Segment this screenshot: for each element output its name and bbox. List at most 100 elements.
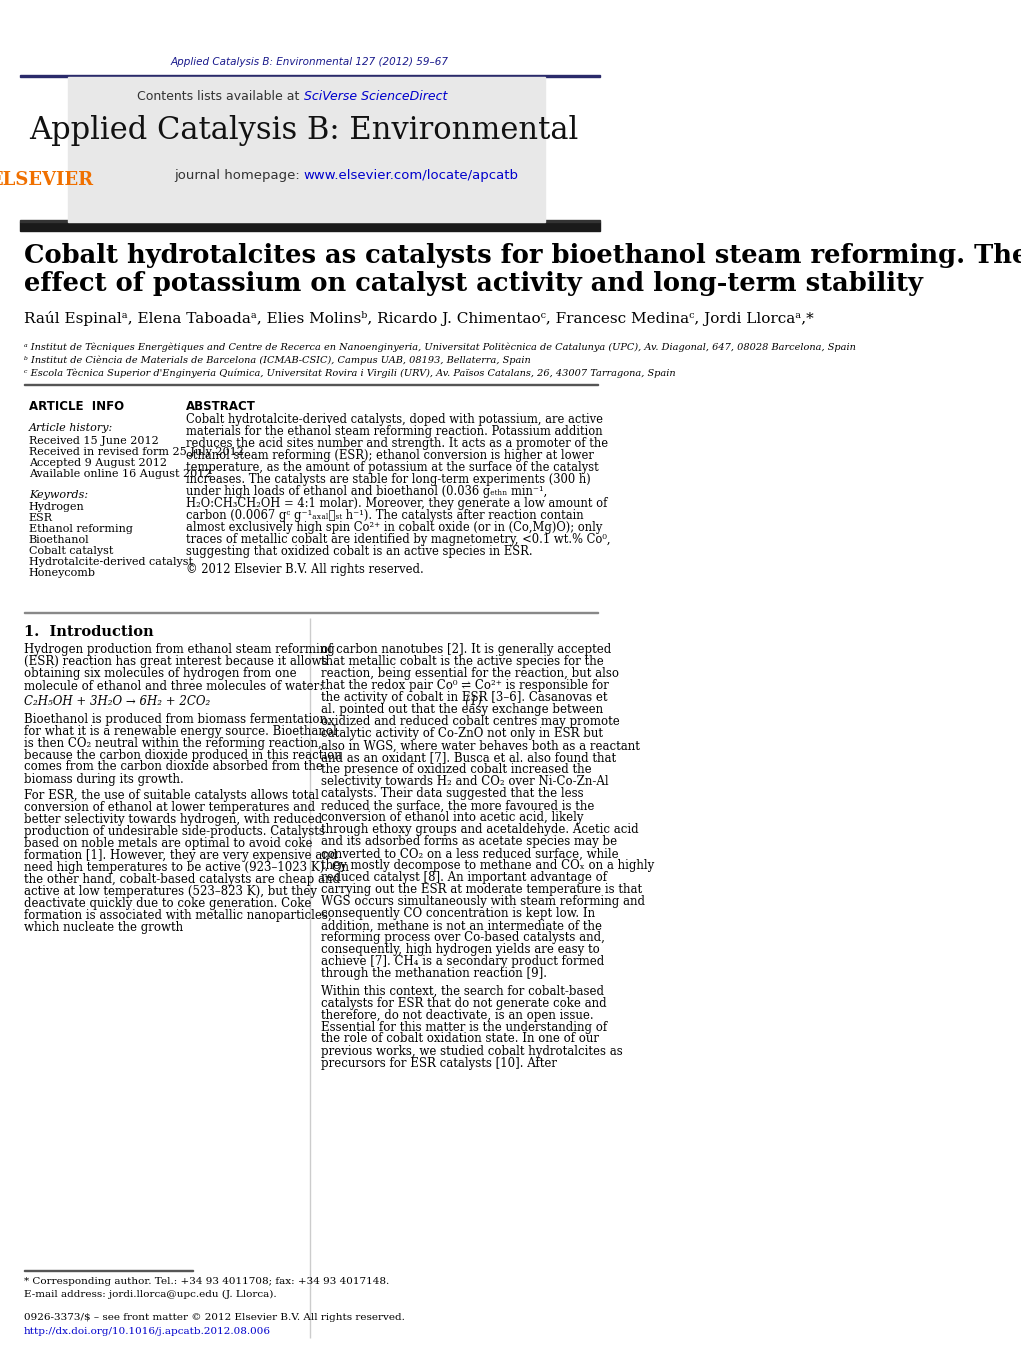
Text: Bioethanol is produced from biomass fermentation,: Bioethanol is produced from biomass ferm… [25,712,331,725]
Text: reaction, being essential for the reaction, but also: reaction, being essential for the reacti… [321,667,619,681]
Text: Raúl Espinalᵃ, Elena Taboadaᵃ, Elies Molinsᵇ, Ricardo J. Chimentaoᶜ, Francesc Me: Raúl Espinalᵃ, Elena Taboadaᵃ, Elies Mol… [25,311,814,326]
Text: carbon (0.0067 gᶜ g⁻¹ₐₓₐₗ₞ₛₜ h⁻¹). The catalysts after reaction contain: carbon (0.0067 gᶜ g⁻¹ₐₓₐₗ₞ₛₜ h⁻¹). The c… [186,509,584,523]
Text: the other hand, cobalt-based catalysts are cheap and: the other hand, cobalt-based catalysts a… [25,874,340,886]
Text: Cobalt catalyst: Cobalt catalyst [29,546,113,557]
Text: Applied Catalysis B: Environmental: Applied Catalysis B: Environmental [30,115,579,146]
Bar [19,222,600,231]
Text: Honeycomb: Honeycomb [29,567,96,578]
Text: reduces the acid sites number and strength. It acts as a promoter of the: reduces the acid sites number and streng… [186,438,609,450]
Text: catalysts for ESR that do not generate coke and: catalysts for ESR that do not generate c… [321,997,606,1009]
Text: Received 15 June 2012: Received 15 June 2012 [29,436,158,446]
Text: ABSTRACT: ABSTRACT [186,400,256,412]
Text: for what it is a renewable energy source. Bioethanol: for what it is a renewable energy source… [25,724,337,738]
Text: Applied Catalysis B: Environmental 127 (2012) 59–67: Applied Catalysis B: Environmental 127 (… [171,57,449,68]
Text: Hydrogen production from ethanol steam reforming: Hydrogen production from ethanol steam r… [25,643,335,657]
Text: the role of cobalt oxidation state. In one of our: the role of cobalt oxidation state. In o… [321,1032,598,1046]
Text: Available online 16 August 2012: Available online 16 August 2012 [29,469,211,480]
Text: need high temperatures to be active (923–1023 K). On: need high temperatures to be active (923… [25,862,349,874]
Text: conversion of ethanol into acetic acid, likely: conversion of ethanol into acetic acid, … [321,812,583,824]
Text: they mostly decompose to methane and COₓ on a highly: they mostly decompose to methane and COₓ… [321,859,654,873]
Text: For ESR, the use of suitable catalysts allows total: For ESR, the use of suitable catalysts a… [25,789,319,802]
Text: also in WGS, where water behaves both as a reactant: also in WGS, where water behaves both as… [321,739,639,753]
Text: molecule of ethanol and three molecules of water:: molecule of ethanol and three molecules … [25,680,324,693]
Text: consequently, high hydrogen yields are easy to: consequently, high hydrogen yields are e… [321,943,599,957]
Text: Contents lists available at: Contents lists available at [138,89,304,103]
Text: ethanol steam reforming (ESR); ethanol conversion is higher at lower: ethanol steam reforming (ESR); ethanol c… [186,450,594,462]
Text: Article history:: Article history: [29,423,113,434]
Text: Essential for this matter is the understanding of: Essential for this matter is the underst… [321,1020,606,1034]
Text: (ESR) reaction has great interest because it allows: (ESR) reaction has great interest becaus… [25,655,328,669]
Text: Hydrogen: Hydrogen [29,503,85,512]
Text: Within this context, the search for cobalt-based: Within this context, the search for coba… [321,985,603,997]
Text: Bioethanol: Bioethanol [29,535,90,544]
Text: reduced catalyst [8]. An important advantage of: reduced catalyst [8]. An important advan… [321,871,606,885]
Text: Keywords:: Keywords: [29,490,88,500]
Text: through ethoxy groups and acetaldehyde. Acetic acid: through ethoxy groups and acetaldehyde. … [321,824,638,836]
Text: almost exclusively high spin Co²⁺ in cobalt oxide (or in (Co,Mg)O); only: almost exclusively high spin Co²⁺ in cob… [186,521,602,535]
Text: better selectivity towards hydrogen, with reduced: better selectivity towards hydrogen, wit… [25,813,323,827]
Text: the activity of cobalt in ESR [3–6]. Casanovas et: the activity of cobalt in ESR [3–6]. Cas… [321,692,607,704]
Text: and as an oxidant [7]. Busca et al. also found that: and as an oxidant [7]. Busca et al. also… [321,751,616,765]
Text: * Corresponding author. Tel.: +34 93 4011708; fax: +34 93 4017148.: * Corresponding author. Tel.: +34 93 401… [25,1278,389,1286]
Text: consequently CO concentration is kept low. In: consequently CO concentration is kept lo… [321,908,595,920]
Text: deactivate quickly due to coke generation. Coke: deactivate quickly due to coke generatio… [25,897,311,911]
Text: ᶜ Escola Tècnica Superior d'Enginyeria Química, Universitat Rovira i Virgili (UR: ᶜ Escola Tècnica Superior d'Enginyeria Q… [25,369,676,378]
Text: addition, methane is not an intermediate of the: addition, methane is not an intermediate… [321,920,601,932]
Text: formation is associated with metallic nanoparticles,: formation is associated with metallic na… [25,909,332,923]
Text: traces of metallic cobalt are identified by magnetometry, <0.1 wt.% Co⁰,: traces of metallic cobalt are identified… [186,534,611,547]
Text: C₂H₅OH + 3H₂O → 6H₂ + 2CO₂                                                      : C₂H₅OH + 3H₂O → 6H₂ + 2CO₂ [25,694,482,708]
Text: of carbon nanotubes [2]. It is generally accepted: of carbon nanotubes [2]. It is generally… [321,643,611,657]
Text: Ethanol reforming: Ethanol reforming [29,524,133,534]
Text: http://dx.doi.org/10.1016/j.apcatb.2012.08.006: http://dx.doi.org/10.1016/j.apcatb.2012.… [25,1328,271,1336]
Text: catalysts. Their data suggested that the less: catalysts. Their data suggested that the… [321,788,583,801]
Text: journal homepage:: journal homepage: [174,169,304,181]
Text: formation [1]. However, they are very expensive and: formation [1]. However, they are very ex… [25,850,337,862]
Text: which nucleate the growth: which nucleate the growth [25,921,183,935]
Text: carrying out the ESR at moderate temperature is that: carrying out the ESR at moderate tempera… [321,884,642,897]
Bar [19,220,600,222]
Text: effect of potassium on catalyst activity and long-term stability: effect of potassium on catalyst activity… [25,270,923,296]
Text: ARTICLE  INFO: ARTICLE INFO [29,400,124,412]
Text: SciVerse ScienceDirect: SciVerse ScienceDirect [304,89,447,103]
Text: 0926-3373/$ – see front matter © 2012 Elsevier B.V. All rights reserved.: 0926-3373/$ – see front matter © 2012 El… [25,1313,405,1323]
Text: under high loads of ethanol and bioethanol (0.036 gₑₜₕₙ min⁻¹,: under high loads of ethanol and bioethan… [186,485,547,499]
Text: reforming process over Co-based catalysts and,: reforming process over Co-based catalyst… [321,931,604,944]
Text: ᵃ Institut de Tècniques Energètiques and Centre de Recerca en Nanoenginyeria, Un: ᵃ Institut de Tècniques Energètiques and… [25,342,856,351]
Text: Accepted 9 August 2012: Accepted 9 August 2012 [29,458,166,467]
Text: because the carbon dioxide produced in this reaction: because the carbon dioxide produced in t… [25,748,342,762]
Text: that the redox pair Co⁰ ⇌ Co²⁺ is responsible for: that the redox pair Co⁰ ⇌ Co²⁺ is respon… [321,680,609,693]
Bar [19,76,600,77]
Text: Hydrotalcite-derived catalyst: Hydrotalcite-derived catalyst [29,557,193,567]
Text: increases. The catalysts are stable for long-term experiments (300 h): increases. The catalysts are stable for … [186,473,591,486]
Text: conversion of ethanol at lower temperatures and: conversion of ethanol at lower temperatu… [25,801,315,815]
Text: previous works, we studied cobalt hydrotalcites as: previous works, we studied cobalt hydrot… [321,1044,623,1058]
Text: precursors for ESR catalysts [10]. After: precursors for ESR catalysts [10]. After [321,1056,556,1070]
Text: achieve [7]. CH₄ is a secondary product formed: achieve [7]. CH₄ is a secondary product … [321,955,604,969]
Text: based on noble metals are optimal to avoid coke: based on noble metals are optimal to avo… [25,838,312,851]
Text: www.elsevier.com/locate/apcatb: www.elsevier.com/locate/apcatb [304,169,519,181]
Text: E-mail address: jordi.llorca@upc.edu (J. Llorca).: E-mail address: jordi.llorca@upc.edu (J.… [25,1289,277,1298]
Text: is then CO₂ neutral within the reforming reaction,: is then CO₂ neutral within the reforming… [25,736,322,750]
Text: Received in revised form 25 July 2012: Received in revised form 25 July 2012 [29,447,244,457]
Text: WGS occurs simultaneously with steam reforming and: WGS occurs simultaneously with steam ref… [321,896,644,908]
Text: temperature, as the amount of potassium at the surface of the catalyst: temperature, as the amount of potassium … [186,462,598,474]
Text: active at low temperatures (523–823 K), but they: active at low temperatures (523–823 K), … [25,885,318,898]
Text: the presence of oxidized cobalt increased the: the presence of oxidized cobalt increase… [321,763,591,777]
Text: and its adsorbed forms as acetate species may be: and its adsorbed forms as acetate specie… [321,835,617,848]
Text: © 2012 Elsevier B.V. All rights reserved.: © 2012 Elsevier B.V. All rights reserved… [186,562,424,576]
Text: ELSEVIER: ELSEVIER [0,172,93,189]
Text: Cobalt hydrotalcite-derived catalysts, doped with potassium, are active: Cobalt hydrotalcite-derived catalysts, d… [186,413,603,427]
Text: production of undesirable side-products. Catalysts: production of undesirable side-products.… [25,825,325,839]
Text: obtaining six molecules of hydrogen from one: obtaining six molecules of hydrogen from… [25,667,297,681]
Text: through the methanation reaction [9].: through the methanation reaction [9]. [321,967,546,981]
Bar [68,77,545,222]
Text: al. pointed out that the easy exchange between: al. pointed out that the easy exchange b… [321,704,602,716]
Text: suggesting that oxidized cobalt is an active species in ESR.: suggesting that oxidized cobalt is an ac… [186,546,533,558]
Text: therefore, do not deactivate, is an open issue.: therefore, do not deactivate, is an open… [321,1008,593,1021]
Text: H₂O:CH₃CH₂OH = 4:1 molar). Moreover, they generate a low amount of: H₂O:CH₃CH₂OH = 4:1 molar). Moreover, the… [186,497,607,511]
Text: ᵇ Institut de Ciència de Materials de Barcelona (ICMAB-CSIC), Campus UAB, 08193,: ᵇ Institut de Ciència de Materials de Ba… [25,355,531,365]
Text: materials for the ethanol steam reforming reaction. Potassium addition: materials for the ethanol steam reformin… [186,426,602,439]
Text: selectivity towards H₂ and CO₂ over Ni-Co-Zn-Al: selectivity towards H₂ and CO₂ over Ni-C… [321,775,609,789]
Text: ESR: ESR [29,513,53,523]
Text: that metallic cobalt is the active species for the: that metallic cobalt is the active speci… [321,655,603,669]
